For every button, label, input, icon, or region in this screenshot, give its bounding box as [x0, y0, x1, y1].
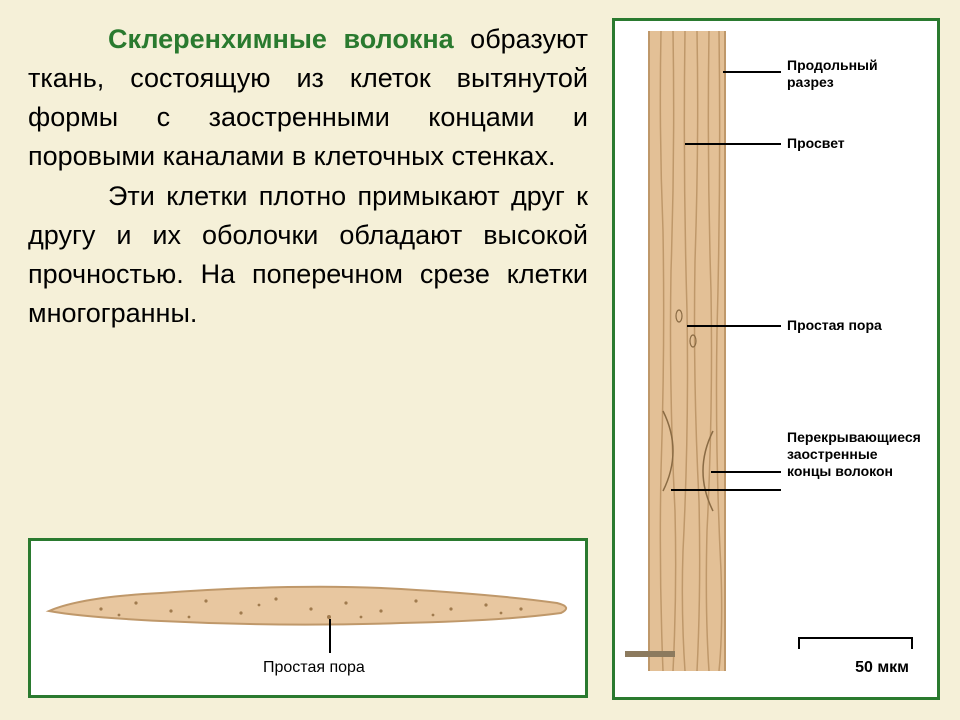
fiber-longitudinal-svg — [623, 31, 753, 671]
paragraph-2: Эти клетки плотно примыкают друг к другу… — [28, 177, 588, 334]
title: Склеренхимные волокна — [108, 24, 454, 54]
right-diagram-panel: Продольный разрез Просвет Простая пора П… — [612, 18, 940, 700]
pointer-overlapping-1 — [711, 471, 781, 473]
pointer-simple-pit — [687, 325, 781, 327]
pointer-longitudinal — [723, 71, 781, 73]
single-cell-svg — [41, 561, 581, 641]
paragraph-1: Склеренхимные волокна образуют ткань, со… — [28, 20, 588, 177]
bottom-pointer — [329, 619, 331, 653]
pointer-lumen — [685, 143, 781, 145]
label-longitudinal: Продольный разрез — [787, 57, 878, 91]
ground-bar — [625, 651, 675, 657]
scale-bracket — [798, 637, 913, 649]
bottom-diagram-panel: Простая пора — [28, 538, 588, 698]
main-text-block: Склеренхимные волокна образуют ткань, со… — [28, 20, 588, 333]
label-lumen: Просвет — [787, 135, 845, 152]
scale-label: 50 мкм — [855, 659, 909, 677]
bottom-label: Простая пора — [263, 659, 365, 677]
label-overlapping: Перекрывающиеся заостренные концы волоко… — [787, 429, 921, 479]
label-simple-pit: Простая пора — [787, 317, 882, 334]
pointer-overlapping-2 — [671, 489, 781, 491]
